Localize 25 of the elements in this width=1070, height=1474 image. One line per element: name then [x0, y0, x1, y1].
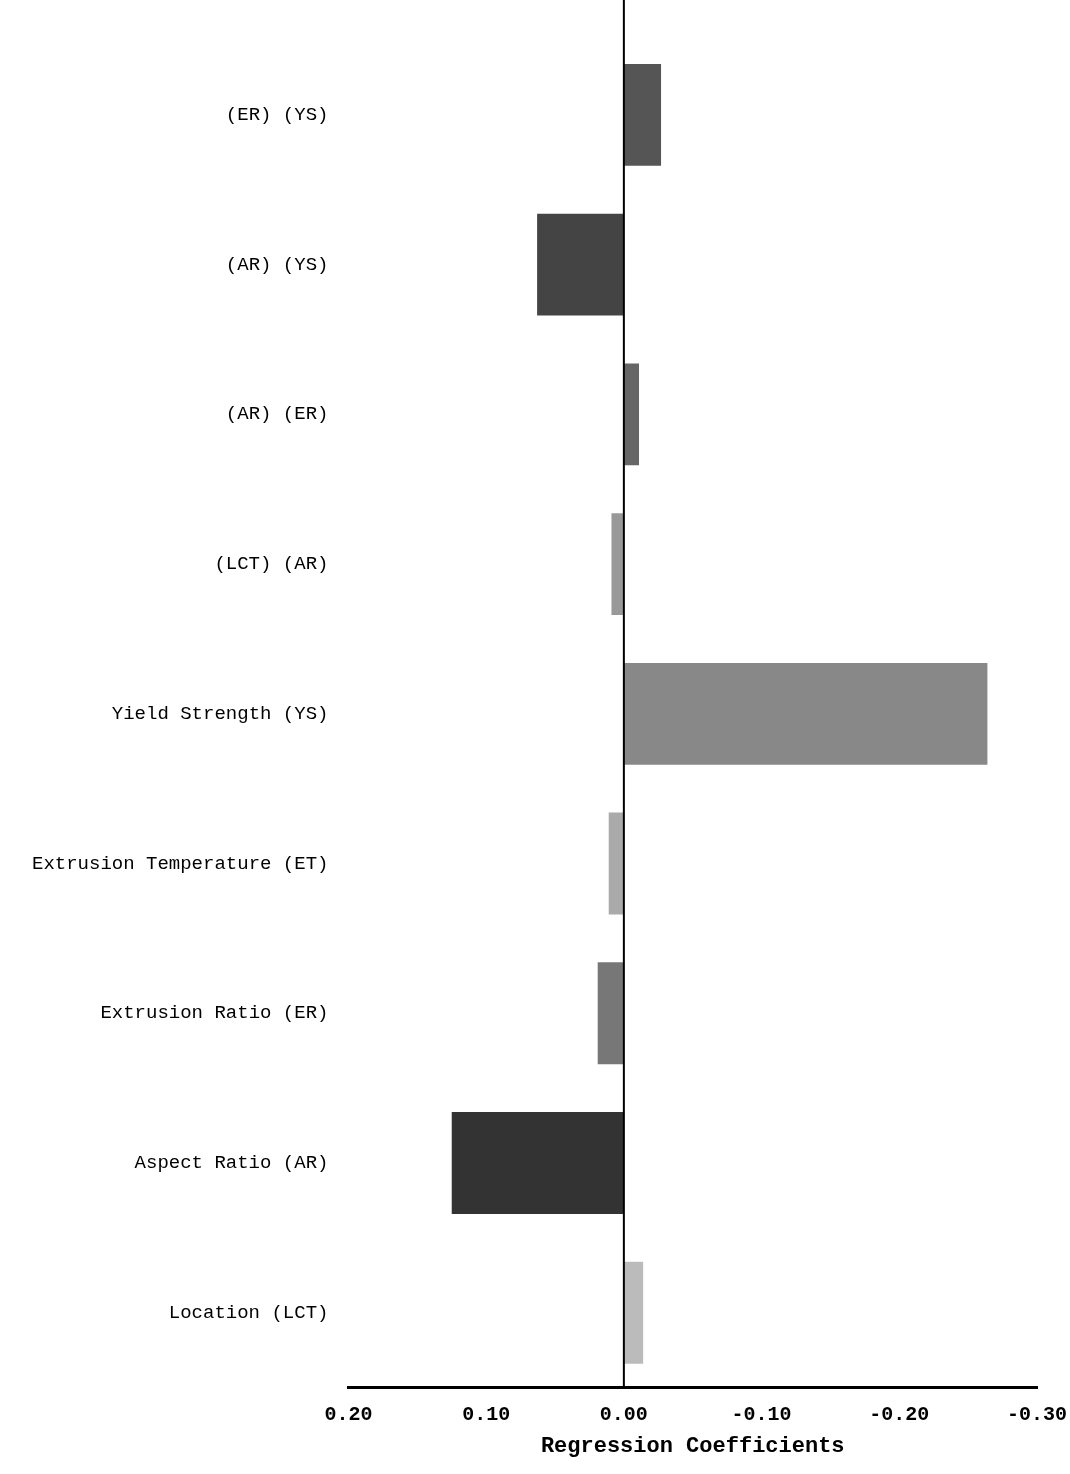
y-tick-label: (ER) (YS) — [225, 103, 329, 126]
x-tick-label: 0.20 — [324, 1402, 373, 1426]
x-tick-label: -0.20 — [869, 1402, 930, 1426]
y-tick-label: (LCT) (AR) — [214, 553, 329, 576]
bar — [623, 1261, 644, 1364]
y-tick-label: Aspect Ratio (AR) — [134, 1152, 329, 1175]
y-tick-label: Extrusion Ratio (ER) — [100, 1002, 329, 1025]
x-axis-title: Regression Coefficients — [540, 1434, 845, 1460]
y-tick-label: (AR) (ER) — [225, 403, 329, 426]
y-tick-label: Extrusion Temperature (ET) — [32, 852, 329, 875]
y-tick-label: (AR) (YS) — [225, 253, 329, 276]
x-tick-label: -0.10 — [731, 1402, 792, 1426]
y-tick-label: Location (LCT) — [168, 1301, 329, 1324]
bar — [611, 513, 624, 615]
bar — [608, 812, 624, 915]
bar — [537, 213, 624, 316]
bar — [597, 962, 624, 1065]
bar — [623, 363, 640, 466]
y-tick-label: Yield Strength (YS) — [111, 702, 329, 725]
x-tick-label: 0.00 — [599, 1402, 648, 1426]
bar — [623, 63, 662, 166]
x-tick-label: -0.30 — [1006, 1402, 1067, 1426]
bar — [623, 662, 988, 765]
bar — [451, 1112, 624, 1214]
x-tick-label: 0.10 — [462, 1402, 511, 1426]
